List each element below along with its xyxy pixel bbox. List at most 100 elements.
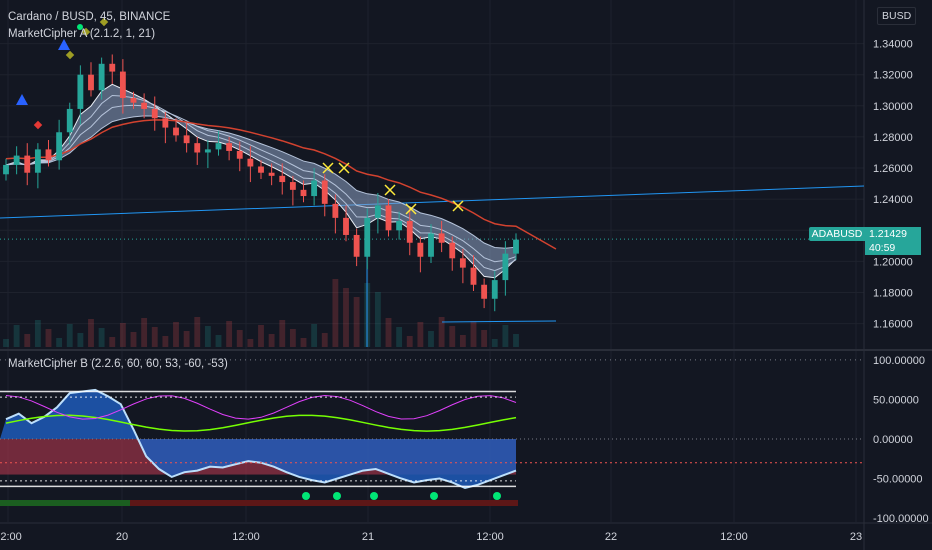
diamond-icon bbox=[33, 120, 43, 130]
candle-body bbox=[183, 135, 190, 144]
volume-bar bbox=[321, 333, 328, 347]
volume-bar bbox=[491, 339, 498, 347]
sell-cross-icon bbox=[384, 184, 396, 196]
volume-bar bbox=[343, 288, 349, 347]
candle-body bbox=[481, 284, 488, 299]
volume-bar bbox=[66, 324, 73, 347]
candle-body bbox=[226, 143, 233, 151]
candle-body bbox=[247, 158, 254, 167]
volume-bar bbox=[502, 325, 509, 347]
volume-bar bbox=[449, 326, 456, 347]
volume-bar bbox=[34, 320, 41, 347]
diamond-icon bbox=[65, 50, 75, 60]
volume-bar bbox=[417, 322, 424, 347]
time-tick-label: 23 bbox=[850, 531, 862, 543]
time-tick-label: 12:00 bbox=[720, 531, 748, 543]
volume-bar bbox=[45, 329, 52, 347]
volume-bar bbox=[385, 318, 392, 347]
volume-bar bbox=[162, 336, 169, 347]
candle-body bbox=[513, 239, 519, 254]
oscillator-pane bbox=[0, 359, 864, 506]
indicator-a-label[interactable]: MarketCipher A (2.1.2, 1, 21) bbox=[8, 28, 156, 40]
candle-body bbox=[364, 217, 371, 257]
candle-body bbox=[119, 71, 126, 99]
candle-body bbox=[438, 233, 445, 243]
candle-body bbox=[215, 143, 222, 150]
candle-body bbox=[204, 149, 211, 153]
price-tick-label: 1.26000 bbox=[873, 163, 913, 175]
candle-body bbox=[3, 164, 9, 175]
time-axis[interactable]: 12:00 20 12:00 21 12:00 22 12:00 23 bbox=[0, 531, 862, 543]
oscillator-tick-label: 0.00000 bbox=[873, 434, 913, 446]
candle-body bbox=[406, 220, 413, 243]
volume-bar bbox=[215, 335, 222, 347]
oscillator-tick-label: 100.00000 bbox=[873, 355, 925, 367]
candle-body bbox=[141, 102, 148, 109]
volume-bar bbox=[130, 332, 137, 347]
candle-body bbox=[13, 155, 20, 165]
candle-body bbox=[109, 63, 116, 72]
volume-bar bbox=[374, 292, 381, 347]
trend-line-upper bbox=[0, 185, 865, 219]
price-tick-label: 1.34000 bbox=[873, 39, 913, 51]
price-tick-label: 1.24000 bbox=[873, 194, 913, 206]
time-tick-label: 12:00 bbox=[0, 531, 22, 543]
candle-body bbox=[311, 180, 318, 197]
red-ma-line bbox=[5, 119, 557, 250]
sell-cross-icon bbox=[452, 200, 464, 212]
volume-bar bbox=[406, 336, 413, 347]
candle-body bbox=[449, 242, 456, 259]
volume-bar bbox=[396, 327, 403, 347]
ema-line bbox=[5, 115, 517, 249]
ema-line bbox=[5, 83, 517, 279]
volume-bar bbox=[109, 337, 116, 347]
candle-body bbox=[470, 267, 477, 285]
volume-bar bbox=[194, 317, 201, 347]
candle-body bbox=[173, 127, 179, 136]
candle-body bbox=[130, 98, 137, 103]
volume-bar bbox=[279, 320, 286, 347]
candle-body bbox=[151, 108, 158, 119]
candle-body bbox=[34, 149, 41, 173]
sell-cross-icon bbox=[405, 203, 417, 215]
volume-bar bbox=[268, 334, 275, 347]
candle-body bbox=[300, 189, 307, 197]
candle-body bbox=[459, 258, 466, 268]
candle-body bbox=[77, 74, 84, 109]
price-axis[interactable]: 1.34000 1.32000 1.30000 1.28000 1.26000 1.240… bbox=[873, 39, 929, 525]
time-tick-label: 22 bbox=[605, 531, 617, 543]
volume-bar bbox=[173, 322, 179, 347]
candle-body bbox=[194, 143, 201, 153]
volume-bar bbox=[204, 326, 211, 347]
sell-cross-icon bbox=[338, 162, 350, 174]
volume-bar bbox=[13, 325, 20, 347]
candle-body bbox=[289, 182, 296, 190]
currency-button[interactable]: BUSD bbox=[877, 7, 917, 25]
buy-dot-icon bbox=[302, 492, 310, 500]
volume-bar bbox=[24, 334, 31, 347]
candle-body bbox=[332, 203, 339, 218]
candle-body bbox=[321, 180, 328, 204]
volume-bar bbox=[236, 330, 243, 347]
candle-body bbox=[279, 175, 286, 183]
volume-bar bbox=[300, 338, 307, 347]
wave-area bbox=[0, 389, 516, 488]
volume-bar bbox=[98, 328, 105, 347]
candle-body bbox=[343, 217, 349, 235]
candle-body bbox=[385, 205, 392, 231]
candle-body bbox=[374, 205, 381, 218]
buy-triangle-icon bbox=[58, 39, 70, 50]
candle-body bbox=[491, 280, 498, 299]
volume-bar bbox=[119, 323, 126, 347]
buy-dot-icon bbox=[333, 492, 341, 500]
volume-bar bbox=[77, 333, 84, 347]
time-tick-label: 12:00 bbox=[232, 531, 260, 543]
trend-bar-red bbox=[130, 500, 518, 506]
trend-bar-green bbox=[0, 500, 130, 506]
indicator-b-label[interactable]: MarketCipher B (2.2.6, 60, 60, 53, -60, … bbox=[8, 358, 228, 370]
stoch-line bbox=[5, 394, 517, 420]
price-tick-label: 1.18000 bbox=[873, 288, 913, 300]
candle-body bbox=[428, 233, 434, 257]
volume-bar bbox=[289, 329, 296, 347]
